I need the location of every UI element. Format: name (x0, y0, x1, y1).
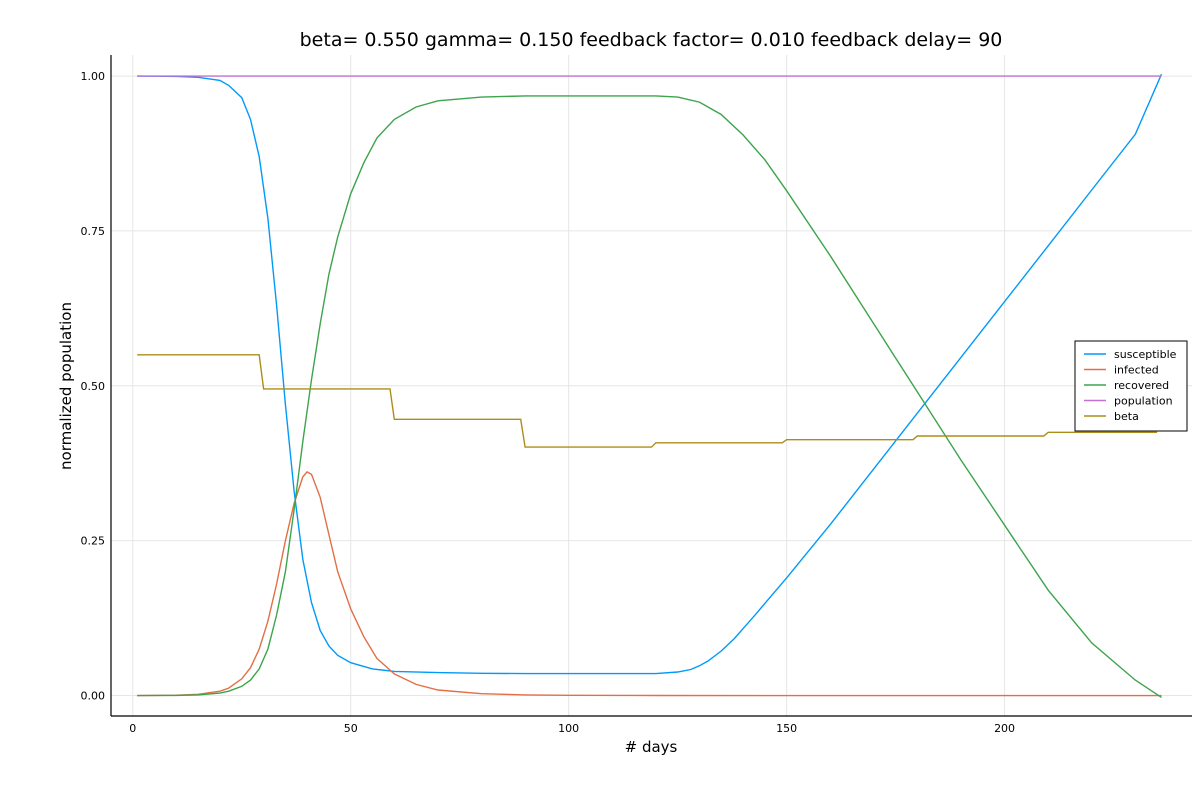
legend-label-beta: beta (1114, 410, 1139, 423)
y-tick-label: 0.00 (81, 690, 106, 703)
x-tick-label: 50 (344, 722, 358, 735)
axes (110, 55, 1192, 717)
y-tick-label: 1.00 (81, 70, 106, 83)
y-tick-label: 0.50 (81, 380, 106, 393)
y-axis-label: normalized population (57, 302, 75, 470)
legend-label-population: population (1114, 395, 1173, 408)
chart-title: beta= 0.550 gamma= 0.150 feedback factor… (300, 29, 1003, 51)
series-lines (137, 73, 1163, 698)
series-line-beta (137, 354, 1158, 448)
x-tick-label: 200 (994, 722, 1015, 735)
y-tick-label: 0.25 (81, 535, 106, 548)
x-tick-label: 0 (129, 722, 136, 735)
legend: susceptible infected recovered population be… (1074, 340, 1188, 432)
series-line-recovered (137, 95, 1162, 698)
legend-label-recovered: recovered (1114, 379, 1169, 392)
series-line-infected (137, 471, 1162, 697)
tick-labels: 0 50 100 150 200 0.00 0.25 0.50 0.75 1.00 (81, 70, 1016, 735)
legend-label-susceptible: susceptible (1114, 348, 1177, 361)
x-tick-label: 150 (776, 722, 797, 735)
grid (111, 55, 1192, 716)
y-tick-label: 0.75 (81, 225, 106, 238)
x-axis-label: # days (625, 738, 678, 756)
x-tick-label: 100 (558, 722, 579, 735)
series-line-susceptible (137, 73, 1163, 675)
legend-label-infected: infected (1114, 364, 1159, 377)
